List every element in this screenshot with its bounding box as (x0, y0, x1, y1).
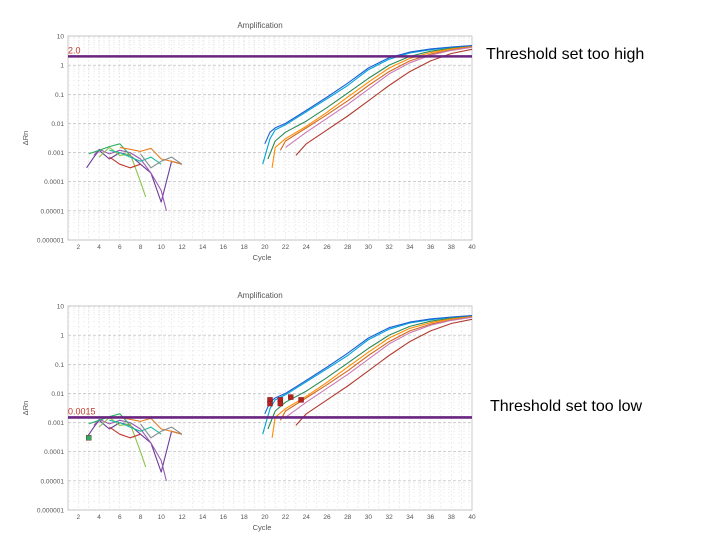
y-tick-label: 0.1 (55, 92, 64, 99)
y-tick-label: 10 (57, 34, 65, 41)
amplification-curve-1 (262, 45, 473, 165)
amplification-curve-15 (140, 153, 183, 169)
amplification-curve-9 (93, 418, 167, 482)
x-tick-label: 18 (240, 244, 248, 251)
x-tick-label: 28 (344, 244, 352, 251)
y-tick-label: 0.01 (51, 121, 64, 128)
cq-marker (267, 400, 273, 407)
x-axis-label: Cycle (253, 523, 272, 532)
amplification-curve-2 (264, 45, 473, 145)
x-tick-label: 10 (158, 514, 166, 521)
y-tick-label: 0.0001 (44, 449, 64, 456)
x-tick-label: 36 (427, 244, 435, 251)
threshold-label: 2.0 (68, 45, 81, 55)
amplification-curve-14 (109, 426, 141, 439)
x-tick-label: 6 (118, 514, 122, 521)
cq-marker (277, 400, 284, 407)
x-tick-label: 40 (468, 514, 476, 521)
y-tick-label: 0.0001 (44, 179, 64, 186)
x-tick-label: 20 (261, 244, 269, 251)
x-tick-label: 34 (406, 244, 414, 251)
cq-marker (298, 397, 304, 403)
amplification-panel-high: Amplification 10 1 0.1 0.01 0.001 0.0001 0.0000… (0, 0, 720, 270)
amplification-panel-low: Amplification 10 1 0.1 0.01 0.001 0.0001 0.0000… (0, 270, 720, 540)
amplification-curve-12 (109, 149, 162, 165)
amplification-curve-2 (264, 315, 473, 415)
x-tick-label: 24 (303, 514, 311, 521)
amplification-curve-14 (109, 156, 141, 169)
x-tick-label: 22 (282, 244, 290, 251)
x-axis-label: Cycle (253, 253, 272, 262)
y-tick-label: 1 (60, 333, 64, 340)
x-tick-label: 16 (220, 514, 228, 521)
x-tick-label: 8 (139, 514, 143, 521)
amplification-curve-9 (93, 148, 167, 212)
x-tick-label: 2 (77, 514, 81, 521)
amplification-curve-12 (109, 419, 162, 435)
cq-marker (86, 435, 92, 441)
x-tick-label: 12 (178, 244, 186, 251)
x-tick-label: 14 (199, 514, 207, 521)
x-tick-label: 6 (118, 244, 122, 251)
x-tick-label: 32 (386, 244, 394, 251)
amplification-curve-3 (267, 315, 473, 430)
x-tick-label: 30 (365, 244, 373, 251)
x-tick-label: 38 (448, 244, 456, 251)
amplification-curve-7 (295, 318, 473, 426)
amplification-curve-6 (285, 46, 473, 148)
cq-marker (288, 394, 294, 400)
x-tick-label: 24 (303, 244, 311, 251)
y-tick-label: 0.01 (51, 391, 64, 398)
y-tick-label: 0.001 (48, 420, 65, 427)
x-tick-label: 34 (406, 514, 414, 521)
y-tick-label: 10 (57, 304, 65, 311)
x-tick-label: 36 (427, 514, 435, 521)
x-tick-label: 38 (448, 514, 456, 521)
y-tick-label: 0.000001 (37, 508, 64, 515)
amplification-chart-low-threshold: Amplification 10 1 0.1 0.01 0.001 0.0001 0.0000… (21, 291, 476, 532)
x-tick-label: 32 (386, 514, 394, 521)
y-tick-label: 0.00001 (41, 478, 65, 485)
threshold-label: 0.0015 (68, 406, 96, 416)
x-tick-label: 26 (323, 244, 331, 251)
x-tick-label: 4 (97, 514, 101, 521)
x-tick-label: 8 (139, 244, 143, 251)
x-tick-label: 40 (468, 244, 476, 251)
y-tick-label: 0.001 (48, 150, 65, 157)
x-tick-label: 16 (220, 244, 228, 251)
y-tick-label: 0.000001 (37, 238, 64, 245)
x-tick-label: 18 (240, 514, 248, 521)
chart-title: Amplification (237, 21, 282, 30)
x-tick-label: 10 (158, 244, 166, 251)
amplification-curve-3 (267, 45, 473, 160)
amplification-curve-4 (271, 316, 473, 438)
y-tick-label: 0.00001 (41, 208, 65, 215)
chart-title: Amplification (237, 291, 282, 300)
amplification-curve-13 (119, 146, 183, 165)
amplification-curve-15 (140, 423, 183, 439)
amplification-curve-1 (262, 315, 473, 435)
amplification-curve-5 (279, 46, 473, 151)
y-tick-label: 0.1 (55, 362, 64, 369)
x-tick-label: 4 (97, 244, 101, 251)
y-axis-label: ΔRn (21, 131, 30, 146)
x-tick-label: 22 (282, 514, 290, 521)
amplification-chart-high-threshold: Amplification 10 1 0.1 0.01 0.001 0.0001 0.0000… (21, 21, 476, 262)
annotation-threshold-high: Threshold set too high (486, 46, 645, 63)
x-tick-label: 28 (344, 514, 352, 521)
amplification-curve-4 (271, 46, 473, 168)
x-tick-label: 2 (77, 244, 81, 251)
annotation-threshold-low: Threshold set too low (490, 398, 643, 415)
y-tick-label: 1 (60, 63, 64, 70)
amplification-curve-6 (285, 316, 473, 418)
x-tick-label: 12 (178, 514, 186, 521)
x-tick-label: 20 (261, 514, 269, 521)
x-tick-label: 26 (323, 514, 331, 521)
x-tick-label: 30 (365, 514, 373, 521)
y-axis-label: ΔRn (21, 401, 30, 416)
x-tick-label: 14 (199, 244, 207, 251)
